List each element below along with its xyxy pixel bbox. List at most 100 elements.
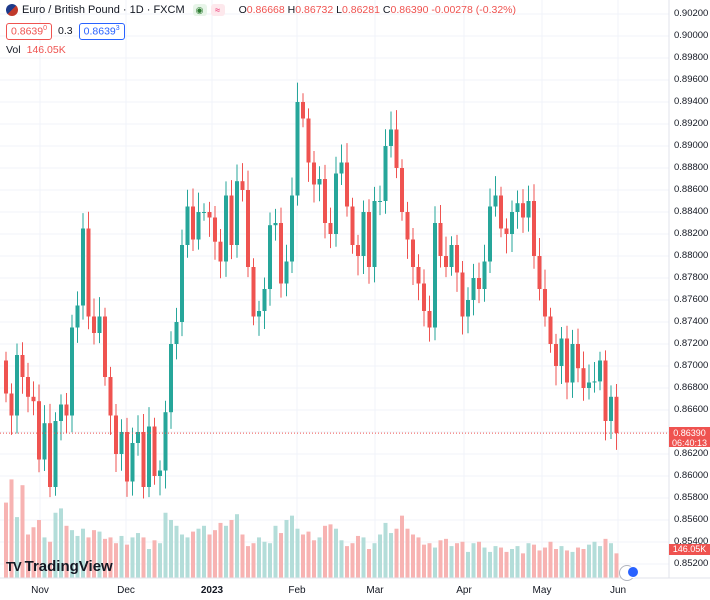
ohlc-values: O0.86668 H0.86732 L0.86281 C0.86390 -0.0… — [238, 4, 517, 16]
volume-bar — [108, 537, 113, 578]
candle-body — [548, 316, 553, 344]
candle-body — [130, 443, 135, 482]
volume-bar — [411, 534, 415, 578]
candle-body — [70, 327, 74, 416]
wave-icon[interactable]: ≈ — [210, 4, 225, 16]
candle-body — [26, 377, 30, 397]
candle-body — [433, 223, 437, 328]
candle-body — [207, 212, 212, 218]
price-tick-label: 0.85200 — [674, 558, 709, 569]
volume-label: Vol — [6, 44, 21, 56]
candle-body — [614, 396, 619, 434]
candle-body — [328, 223, 333, 234]
candle-body — [554, 344, 558, 366]
volume-bar — [103, 538, 107, 578]
volume-bar — [97, 531, 102, 578]
volume-bar — [394, 528, 399, 578]
volume-bar — [389, 533, 393, 578]
volume-bar — [70, 530, 74, 578]
volume-bar — [592, 541, 597, 578]
volume-bar — [609, 543, 613, 578]
volume-bar — [521, 553, 525, 578]
volume-bar — [185, 537, 190, 578]
volume-bar — [570, 551, 575, 578]
timezone-icon[interactable] — [627, 566, 639, 578]
candle-body — [603, 360, 608, 421]
candle-body — [499, 195, 503, 229]
volume-bar — [455, 543, 459, 578]
volume-bar — [81, 528, 85, 578]
candle-body — [295, 102, 300, 196]
tradingview-mark-icon: TV — [6, 559, 22, 574]
volume-bar — [306, 531, 311, 578]
volume-bar — [268, 543, 272, 578]
candle-body — [405, 212, 410, 240]
price-tick-label: 0.85600 — [674, 514, 709, 525]
volume-bar — [114, 543, 118, 578]
volume-bar — [15, 517, 19, 578]
volume-bar — [345, 546, 349, 578]
candle-body — [48, 423, 52, 487]
candle-body — [59, 404, 63, 421]
volume-bar — [53, 512, 58, 578]
sell-button[interactable]: 0.86390 — [6, 23, 53, 40]
candle-body — [279, 223, 283, 284]
price-tick-label: 0.89200 — [674, 118, 709, 129]
price-tick-label: 0.85400 — [674, 536, 709, 547]
volume-bar — [460, 541, 465, 578]
price-tick-label: 0.89800 — [674, 52, 709, 63]
symbol-title[interactable]: Euro / British Pound · 1D · FXCM — [22, 4, 185, 16]
price-tick-label: 0.88000 — [674, 250, 709, 261]
candle-body — [141, 432, 146, 487]
candle-body — [361, 212, 366, 256]
candle-body — [136, 432, 140, 443]
candle-body — [598, 360, 602, 382]
symbol-flag-icon — [6, 4, 18, 16]
last-price-tag: 0.86390 06:40:13 — [669, 427, 710, 448]
volume-bar — [444, 538, 448, 578]
tradingview-logo[interactable]: TV TradingView — [6, 558, 113, 575]
price-tick-label: 0.87600 — [674, 294, 709, 305]
price-tick-label: 0.88600 — [674, 184, 709, 195]
candle-body — [42, 423, 47, 460]
volume-bar — [48, 541, 52, 578]
price-tick-label: 0.89400 — [674, 96, 709, 107]
candle-body — [466, 300, 470, 317]
eye-icon[interactable]: ◉ — [192, 4, 207, 16]
candle-body — [284, 261, 289, 284]
volume-bar — [576, 547, 580, 578]
candle-body — [86, 228, 91, 317]
buy-button[interactable]: 0.86393 — [78, 23, 125, 40]
candle-body — [53, 421, 58, 487]
volume-bar — [75, 535, 80, 578]
candle-body — [218, 241, 223, 262]
candle-body — [224, 195, 228, 262]
candle-body — [394, 129, 399, 168]
volume-bar — [169, 520, 173, 578]
tradingview-logo-text: TradingView — [24, 558, 113, 575]
volume-bar — [20, 485, 25, 578]
volume-bar — [416, 537, 421, 578]
volume-bar — [279, 533, 283, 578]
candle-body — [570, 344, 575, 383]
price-tick-label: 0.90000 — [674, 30, 709, 41]
volume-bar — [482, 547, 487, 578]
volume-bar — [422, 544, 426, 578]
candle-body — [191, 206, 195, 240]
volume-bar — [361, 537, 366, 578]
volume-bar — [180, 534, 184, 578]
candle-body — [246, 190, 250, 267]
candle-body — [455, 245, 459, 273]
volume-bar — [130, 537, 135, 578]
volume-bar — [257, 537, 261, 578]
candle-body — [290, 195, 294, 262]
volume-bar — [433, 547, 437, 578]
time-tick-label: Feb — [288, 585, 306, 596]
candle-body — [108, 377, 113, 416]
candle-body — [416, 267, 421, 284]
price-tick-label: 0.85800 — [674, 492, 709, 503]
last-price-value: 0.86390 — [673, 428, 706, 438]
volume-bar — [317, 537, 322, 578]
